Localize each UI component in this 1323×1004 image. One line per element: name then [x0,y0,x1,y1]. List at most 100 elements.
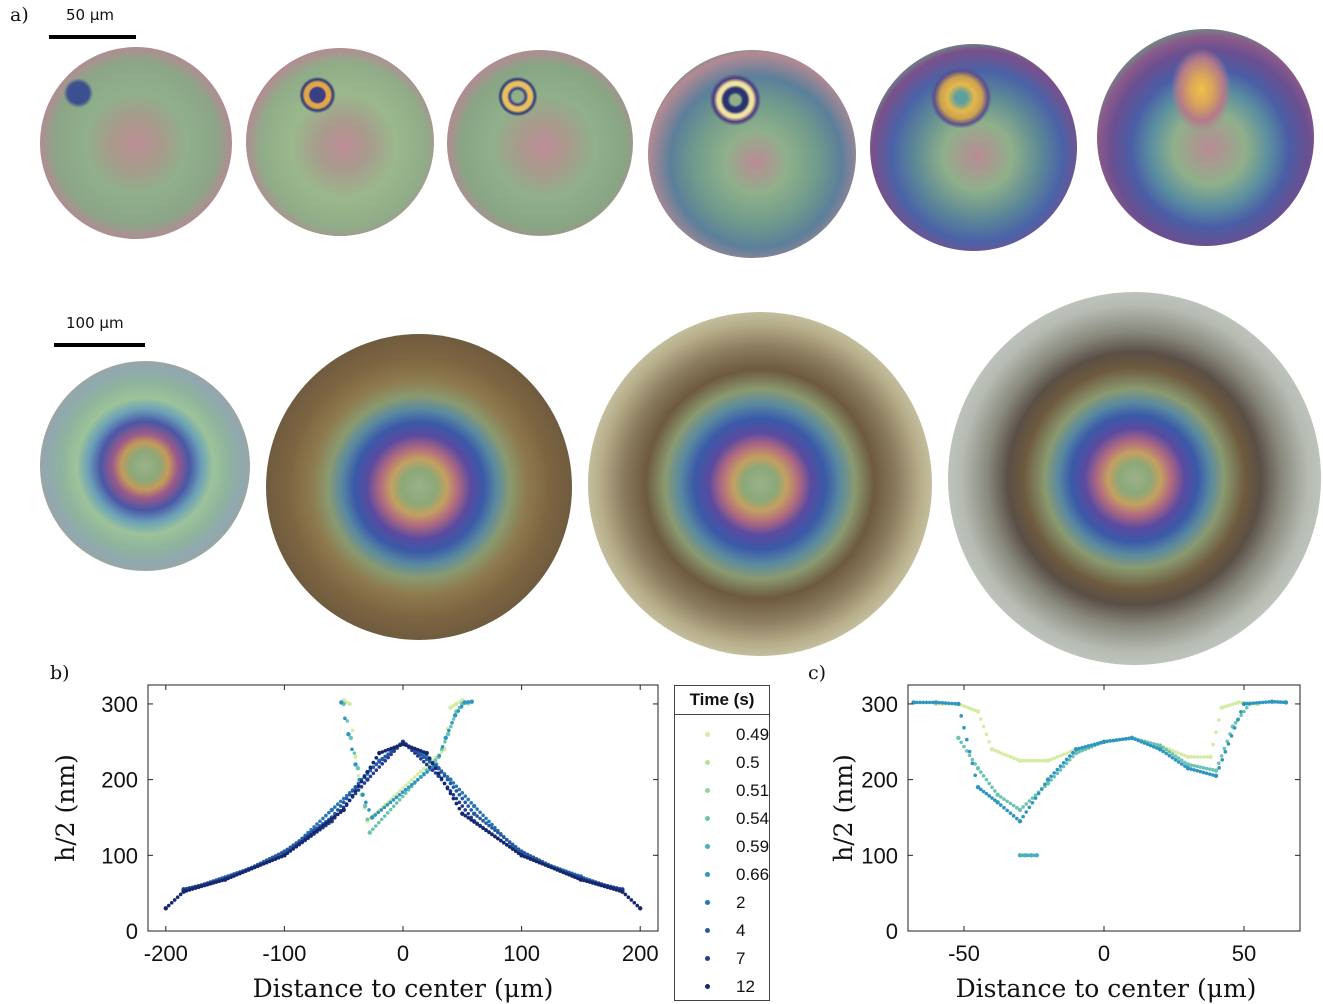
chart-b-point [416,751,420,755]
chart-b-point [469,808,473,812]
chart-b-point [377,750,382,756]
chart-b-x-tick-label: -200 [144,941,188,966]
chart-b-point [364,800,368,805]
chart-b-point [391,804,396,809]
interference-disk-10 [948,292,1321,665]
chart-c-point [1167,750,1172,754]
chart-c-point [1236,700,1241,705]
chart-c-point [937,700,941,705]
chart-c-point [1083,745,1088,749]
chart-c-point [1095,741,1100,746]
chart-c-point [1195,764,1200,769]
chart-b-point [410,745,414,750]
chart-b-point [267,856,272,861]
chart-b-point [235,872,239,877]
chart-b-point [267,859,272,864]
chart-b-x-tick-label: 100 [503,941,540,966]
chart-b-point [367,808,371,812]
chart-b-point [451,792,456,797]
chart-c-point [921,700,925,705]
chart-c-point [1183,753,1187,758]
chart-c-point [918,700,922,705]
chart-b-point [388,800,393,805]
chart-c-point [999,751,1004,755]
chart-c-point [1170,748,1175,753]
chart-c-point [1151,745,1156,749]
chart-b-point [623,892,628,897]
chart-b-point [291,846,296,851]
chart-b-point [270,855,275,860]
chart-c-point [1052,771,1057,775]
chart-b-point [448,781,453,786]
chart-b-point [341,807,346,813]
chart-c-point [1058,753,1063,758]
chart-c-point [1201,766,1206,770]
chart-b-point [466,804,471,808]
chart-b-y-tick-label: 300 [101,692,138,717]
chart-c-point [1242,709,1246,714]
chart-c-point [1024,758,1029,763]
chart-b-point [306,835,310,839]
chart-c-point [1049,774,1053,779]
chart-c-point [1129,735,1135,741]
chart-c-point [984,791,989,796]
chart-b-point [588,880,592,884]
chart-c-point [1231,702,1235,706]
chart-b-point [377,765,382,769]
chart-b-point [380,757,385,762]
chart-c-point [1204,771,1209,776]
chart-b-point [324,813,328,818]
chart-b-point [484,821,488,825]
chart-b-point [359,784,364,789]
chart-b-point [543,863,548,867]
chart-c-point [1204,766,1209,771]
chart-b-point [493,825,497,830]
chart-c-point [1120,737,1125,742]
scale-label-50um: 50 µm [66,6,115,24]
legend-marker [705,928,710,933]
chart-b-point [184,888,189,893]
chart-c-point [1157,747,1163,752]
scale-bar-100um [54,343,145,347]
chart-b-point [430,768,435,772]
chart-c-point [1033,793,1038,797]
chart-c-point [962,725,966,730]
chart-c-point [967,706,972,711]
chart-b-point [407,744,411,749]
legend-label: 2 [736,893,746,912]
chart-c-point [1136,738,1141,743]
chart-b-point [345,719,350,723]
chart-b-point [451,785,456,789]
legend-entry: 0.51 [675,777,769,805]
chart-b-point [362,774,367,779]
chart-c-point [1058,764,1063,768]
scale-bar-50um [49,35,136,39]
chart-b-point [232,874,236,878]
chart-c-point [933,700,939,705]
chart-c-point [1201,770,1206,775]
chart-c-point [1278,700,1283,704]
chart-c-point [1217,761,1221,766]
chart-c-point [990,796,994,800]
chart-b-point [463,808,468,812]
chart-b-point [481,826,485,831]
chart-b-point [394,795,399,800]
chart-c-point [1254,701,1259,705]
chart-b-point [407,780,411,785]
chart-c-point [947,701,951,706]
legend-marker [705,844,710,849]
chart-c-series-0_66 [911,699,1289,824]
chart-c-point [965,749,969,753]
chart-b-point [469,699,474,704]
chart-c-point [1033,758,1038,763]
chart-b-point [519,849,524,854]
chart-b-point [593,882,598,886]
chart-b-point [288,845,293,850]
chart-c-point [1027,758,1032,763]
chart-b-point [397,792,402,797]
chart-c-point [1005,753,1010,758]
chart-c-point [1139,739,1144,744]
chart-b-point [427,765,432,770]
chart-b-point [460,804,465,808]
chart-c-point [1245,705,1249,710]
